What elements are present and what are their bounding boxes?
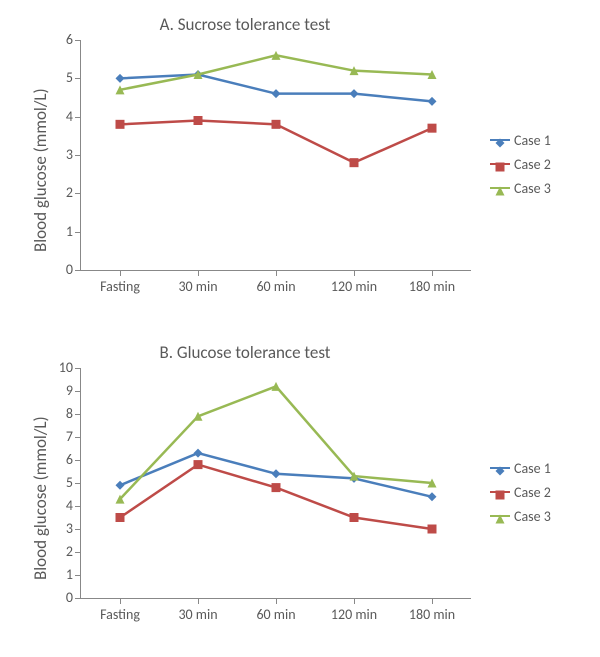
legend-item: Case 3 [490,176,551,200]
ytick-label: 0 [41,261,73,278]
xtick-mark [432,270,433,276]
series-marker [194,460,203,469]
legend-label: Case 1 [514,132,551,149]
legend-item: Case 2 [490,480,551,504]
xtick-mark [354,598,355,604]
panel-b-title: B. Glucose tolerance test [0,342,490,363]
xtick-label: 180 min [402,606,462,623]
legend-line [490,187,510,190]
legend-item: Case 1 [490,128,551,152]
figure: A. Sucrose tolerance test Blood glucose … [0,0,600,657]
series-marker [194,116,203,125]
ytick-label: 3 [41,520,73,537]
ytick-label: 2 [41,184,73,201]
legend-label: Case 1 [514,460,551,477]
legend-label: Case 3 [514,508,551,525]
panel-a-title: A. Sucrose tolerance test [0,14,490,35]
xtick-mark [276,270,277,276]
xtick-mark [432,598,433,604]
xtick-mark [198,270,199,276]
ytick-label: 1 [41,566,73,583]
series-marker [272,120,281,129]
ytick-label: 1 [41,223,73,240]
ytick-mark [75,598,81,599]
legend-item: Case 3 [490,504,551,528]
xtick-label: 120 min [324,606,384,623]
series-marker [428,124,437,133]
legend-marker-icon [495,159,505,169]
ytick-label: 5 [41,69,73,86]
series-line [120,55,432,89]
series-marker [116,74,125,83]
legend-label: Case 2 [514,156,551,173]
series-marker [428,492,437,501]
series-svg [81,368,471,598]
series-marker [272,469,281,478]
legend-label: Case 2 [514,484,551,501]
ytick-label: 9 [41,382,73,399]
panel-a: A. Sucrose tolerance test Blood glucose … [0,0,600,328]
xtick-label: 30 min [168,606,228,623]
ytick-label: 8 [41,405,73,422]
ytick-label: 6 [41,451,73,468]
panel-a-plot: 0123456Fasting30 min60 min120 min180 min [80,40,471,271]
xtick-mark [276,598,277,604]
xtick-mark [120,270,121,276]
ytick-mark [75,270,81,271]
xtick-label: 60 min [246,606,306,623]
legend-label: Case 3 [514,180,551,197]
series-line [120,386,432,499]
legend-line [490,467,510,470]
panel-b-plot: 012345678910Fasting30 min60 min120 min18… [80,368,471,599]
legend-marker-icon [495,511,505,521]
panel-a-legend: Case 1 Case 2 Case 3 [490,128,551,200]
series-marker [116,120,125,129]
series-marker [350,158,359,167]
ytick-label: 0 [41,589,73,606]
ytick-label: 3 [41,146,73,163]
series-svg [81,40,471,270]
xtick-label: 180 min [402,278,462,295]
legend-line [490,163,510,166]
series-marker [272,89,281,98]
panel-b-legend: Case 1 Case 2 Case 3 [490,456,551,528]
legend-line [490,491,510,494]
ytick-label: 10 [41,359,73,376]
xtick-mark [120,598,121,604]
legend-marker-icon [495,135,505,145]
ytick-label: 2 [41,543,73,560]
legend-line [490,515,510,518]
legend-marker-icon [495,463,505,473]
series-marker [350,89,359,98]
xtick-label: 60 min [246,278,306,295]
series-marker [272,483,281,492]
xtick-label: Fasting [90,278,150,295]
xtick-label: Fasting [90,606,150,623]
ytick-label: 4 [41,497,73,514]
ytick-label: 6 [41,31,73,48]
legend-marker-icon [495,183,505,193]
xtick-mark [198,598,199,604]
ytick-label: 4 [41,108,73,125]
series-marker [116,481,125,490]
series-marker [194,449,203,458]
panel-b: B. Glucose tolerance test Blood glucose … [0,328,600,657]
series-marker [116,513,125,522]
legend-line [490,139,510,142]
xtick-mark [354,270,355,276]
series-marker [428,525,437,534]
legend-item: Case 2 [490,152,551,176]
ytick-label: 5 [41,474,73,491]
series-marker [350,513,359,522]
ytick-label: 7 [41,428,73,445]
xtick-label: 30 min [168,278,228,295]
series-marker [428,97,437,106]
legend-marker-icon [495,487,505,497]
xtick-label: 120 min [324,278,384,295]
legend-item: Case 1 [490,456,551,480]
